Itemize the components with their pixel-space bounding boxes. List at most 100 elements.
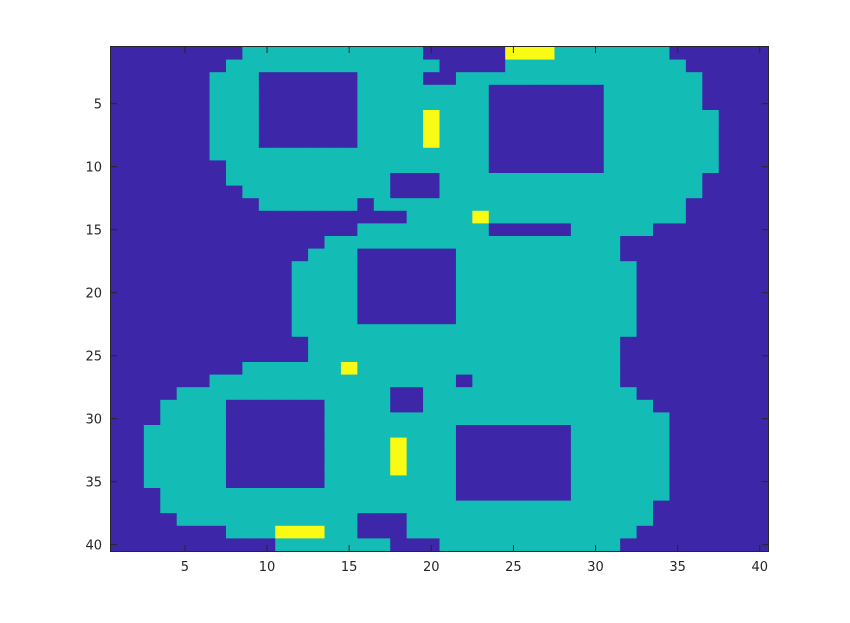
- heatmap-cell: [406, 198, 424, 212]
- heatmap-cell: [324, 185, 342, 199]
- heatmap-cell: [439, 135, 457, 149]
- heatmap-cell: [653, 525, 671, 539]
- heatmap-cell: [587, 185, 605, 199]
- heatmap-cell: [439, 84, 457, 98]
- heatmap-cell: [751, 59, 769, 73]
- heatmap-cell: [357, 198, 375, 212]
- heatmap-cell: [225, 538, 244, 552]
- heatmap-cell: [554, 147, 572, 161]
- heatmap-cell: [308, 399, 326, 413]
- heatmap-cell: [685, 399, 703, 413]
- heatmap-cell: [702, 236, 720, 250]
- heatmap-cell: [127, 525, 145, 539]
- heatmap-cell: [653, 47, 671, 61]
- heatmap-cell: [357, 84, 375, 98]
- heatmap-cell: [176, 223, 194, 237]
- heatmap-cell: [488, 362, 506, 376]
- heatmap-cell: [406, 538, 424, 552]
- heatmap-cell: [373, 135, 391, 149]
- heatmap-cell: [423, 299, 441, 313]
- heatmap-cell: [570, 286, 588, 300]
- heatmap-cell: [488, 173, 506, 187]
- heatmap-cell: [603, 336, 621, 350]
- heatmap-cell: [258, 425, 276, 439]
- heatmap-cell: [685, 135, 703, 149]
- heatmap-cell: [669, 513, 687, 527]
- heatmap-cell: [143, 59, 161, 73]
- heatmap-cell: [505, 336, 523, 350]
- heatmap-cell: [242, 223, 260, 237]
- heatmap-cell: [439, 261, 457, 275]
- heatmap-cell: [160, 286, 178, 300]
- heatmap-cell: [653, 122, 671, 136]
- heatmap-cell: [521, 425, 539, 439]
- heatmap-cell: [143, 47, 161, 61]
- heatmap-cell: [718, 273, 736, 287]
- heatmap-cell: [669, 450, 687, 464]
- heatmap-cell: [209, 362, 227, 376]
- heatmap-cell: [308, 185, 326, 199]
- heatmap-cell: [160, 147, 178, 161]
- heatmap-cell: [439, 349, 457, 363]
- heatmap-cell: [718, 311, 736, 325]
- heatmap-cell: [176, 236, 194, 250]
- heatmap-cell: [587, 273, 605, 287]
- heatmap-cell: [111, 223, 129, 237]
- heatmap-cell: [193, 72, 211, 86]
- heatmap-cell: [209, 387, 227, 401]
- heatmap-cell: [735, 135, 753, 149]
- heatmap-cell: [488, 399, 506, 413]
- heatmap-cell: [685, 437, 703, 451]
- heatmap-cell: [357, 248, 375, 262]
- x-tick-label: 10: [259, 560, 276, 575]
- heatmap-cell: [242, 59, 260, 73]
- heatmap-cell: [324, 311, 342, 325]
- heatmap-cell: [324, 362, 342, 376]
- heatmap-cell: [751, 437, 769, 451]
- heatmap-cell: [472, 47, 490, 61]
- heatmap-cell: [209, 425, 227, 439]
- heatmap-cell: [603, 210, 621, 224]
- heatmap-cell: [225, 500, 244, 514]
- heatmap-cell: [455, 173, 473, 187]
- heatmap-cell: [242, 374, 260, 388]
- heatmap-cell: [423, 110, 441, 124]
- heatmap-cell: [538, 147, 556, 161]
- heatmap-cell: [324, 110, 342, 124]
- heatmap-cell: [685, 84, 703, 98]
- heatmap-cell: [751, 349, 769, 363]
- heatmap-cell: [521, 362, 539, 376]
- heatmap-cell: [702, 513, 720, 527]
- heatmap-cell: [160, 362, 178, 376]
- heatmap-cell: [669, 47, 687, 61]
- heatmap-cell: [291, 362, 309, 376]
- heatmap-cell: [538, 500, 556, 514]
- heatmap-cell: [193, 261, 211, 275]
- heatmap-cell: [258, 97, 276, 111]
- heatmap-cell: [554, 299, 572, 313]
- heatmap-cell: [209, 147, 227, 161]
- heatmap-cell: [735, 299, 753, 313]
- heatmap-cell: [439, 236, 457, 250]
- heatmap-cell: [176, 72, 194, 86]
- heatmap-cell: [291, 173, 309, 187]
- heatmap-cell: [291, 122, 309, 136]
- heatmap-cell: [669, 122, 687, 136]
- heatmap-cell: [620, 210, 638, 224]
- heatmap-cell: [324, 273, 342, 287]
- heatmap-cell: [538, 248, 556, 262]
- axis-ticks: [111, 47, 768, 551]
- heatmap-cell: [735, 198, 753, 212]
- heatmap-cell: [340, 160, 358, 174]
- heatmap-cell: [209, 84, 227, 98]
- heatmap-cell: [242, 412, 260, 426]
- heatmap-cell: [275, 362, 293, 376]
- heatmap-cell: [275, 387, 293, 401]
- heatmap-cell: [636, 475, 654, 489]
- heatmap-cell: [718, 72, 736, 86]
- heatmap-cell: [488, 488, 506, 502]
- heatmap-cell: [538, 425, 556, 439]
- heatmap-cell: [324, 538, 342, 552]
- heatmap-cell: [308, 47, 326, 61]
- heatmap-cell: [570, 500, 588, 514]
